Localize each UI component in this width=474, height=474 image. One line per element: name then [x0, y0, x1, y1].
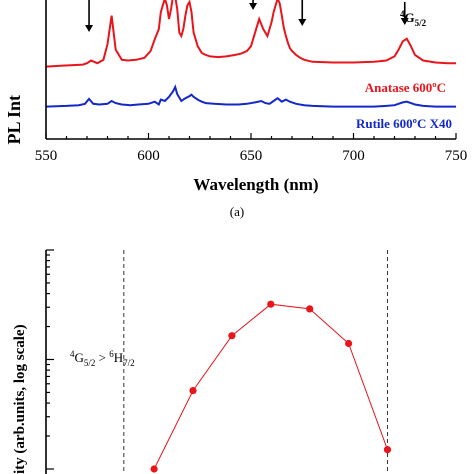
panel-b-series-line: [153, 303, 388, 470]
transition-g: G: [75, 350, 84, 365]
panel-a-ylabel: PL Int: [4, 95, 24, 145]
panel-a-arrows: [85, 0, 409, 32]
panel-b-ylabel: ity (arb.units, log scale): [12, 324, 28, 474]
transition-label: 4G5/2 > 6H7/2: [70, 349, 135, 368]
panel-b-data-point: [150, 465, 158, 473]
panel-a-arrow-head: [400, 18, 409, 25]
panel-b-data-point: [345, 339, 353, 348]
panel-a-x-ticks: 550 600 650 700 750: [35, 133, 468, 164]
panel-b-points: [150, 300, 392, 473]
panel-b-data-point: [383, 446, 392, 454]
transition-op: >: [95, 350, 109, 365]
panel-b: ity (arb.units, log scale) 4G5/2 > 6H7/2: [12, 249, 392, 474]
panel-a-x-tick-label: 550: [35, 148, 58, 164]
transition-g-sub: 5/2: [84, 358, 96, 368]
transition-h-sub: 7/2: [123, 358, 135, 368]
panel-a-arrow-head: [298, 19, 307, 26]
panel-a-x-tick-label: 650: [240, 148, 263, 164]
panel-a-x-tick-label: 600: [137, 148, 160, 164]
panel-b-data-point: [267, 300, 275, 308]
panel-a-x-tick-label: 750: [445, 148, 468, 164]
panel-a-xlabel: Wavelength (nm): [193, 175, 318, 194]
panel-b-data-point: [306, 305, 314, 313]
panel-a-label: (a): [230, 204, 244, 219]
legend-anatase: Anatase 600ºC: [365, 80, 446, 95]
panel-b-y-ticks: [46, 249, 54, 470]
panel-b-data-point: [228, 332, 236, 340]
panel-a-g52-letter: G: [405, 10, 415, 25]
panel-b-dashed-lines: [123, 250, 389, 474]
panel-a-g52-annotation: 4G5/2: [400, 9, 427, 28]
panel-a-g52-sup: 4: [400, 9, 405, 19]
legend-rutile: Rutile 600ºC X40: [356, 116, 452, 131]
panel-a-x-tick-label: 700: [342, 148, 365, 164]
panel-a-arrow-head: [85, 25, 94, 32]
panel-b-data-point: [189, 387, 197, 395]
panel-a-g52-sub: 5/2: [415, 18, 427, 28]
panel-a: PL Int 550 600 650 700 750 4G5/2 Anatase 600…: [4, 0, 467, 219]
transition-h: H: [114, 350, 123, 365]
series-anatase-line: [45, 0, 456, 68]
series-rutile-line: [45, 84, 456, 108]
panel-a-arrow-head: [249, 3, 258, 10]
transition-h-sup: 6: [109, 349, 114, 359]
transition-g-sup: 4: [70, 349, 75, 359]
